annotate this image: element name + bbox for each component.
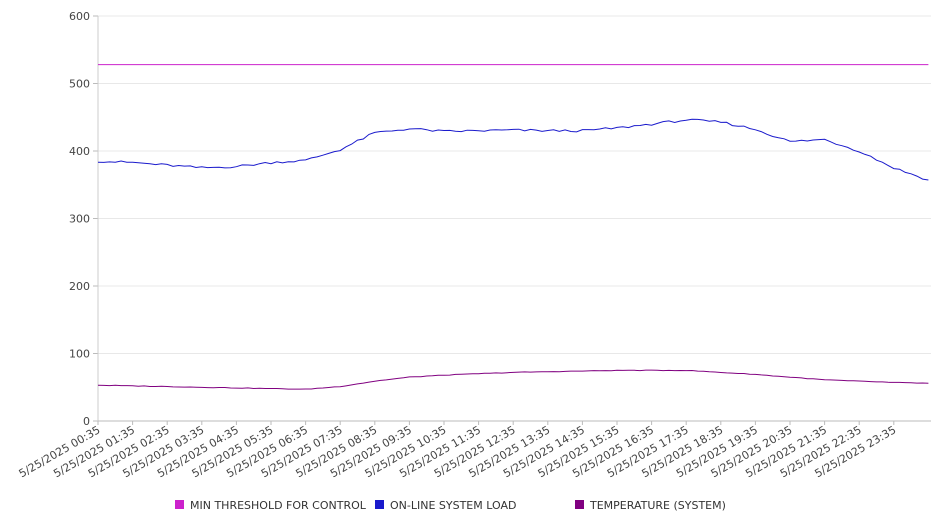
y-tick-label: 100 — [69, 348, 90, 361]
y-axis-ticks: 0 100 200 300 400 500 600 — [69, 10, 98, 428]
y-tick-label: 300 — [69, 213, 90, 226]
legend: MIN THRESHOLD FOR CONTROL ON-LINE SYSTEM … — [175, 499, 726, 512]
grid-lines — [98, 15, 931, 354]
series-lines — [97, 64, 929, 390]
y-tick-label: 0 — [83, 415, 90, 428]
y-tick-label: 500 — [69, 78, 90, 91]
x-axis-ticks: 5/25/2025 00:355/25/2025 01:355/25/2025 … — [17, 421, 898, 480]
series-line-1 — [97, 118, 929, 181]
y-tick-label: 600 — [69, 10, 90, 23]
legend-label: ON-LINE SYSTEM LOAD — [390, 499, 516, 512]
legend-label: MIN THRESHOLD FOR CONTROL — [190, 499, 367, 512]
legend-swatch — [575, 500, 584, 509]
legend-swatch — [375, 500, 384, 509]
legend-swatch — [175, 500, 184, 509]
y-tick-label: 400 — [69, 145, 90, 158]
y-tick-label: 200 — [69, 280, 90, 293]
series-line-2 — [97, 369, 929, 390]
legend-label: TEMPERATURE (SYSTEM) — [589, 499, 726, 512]
